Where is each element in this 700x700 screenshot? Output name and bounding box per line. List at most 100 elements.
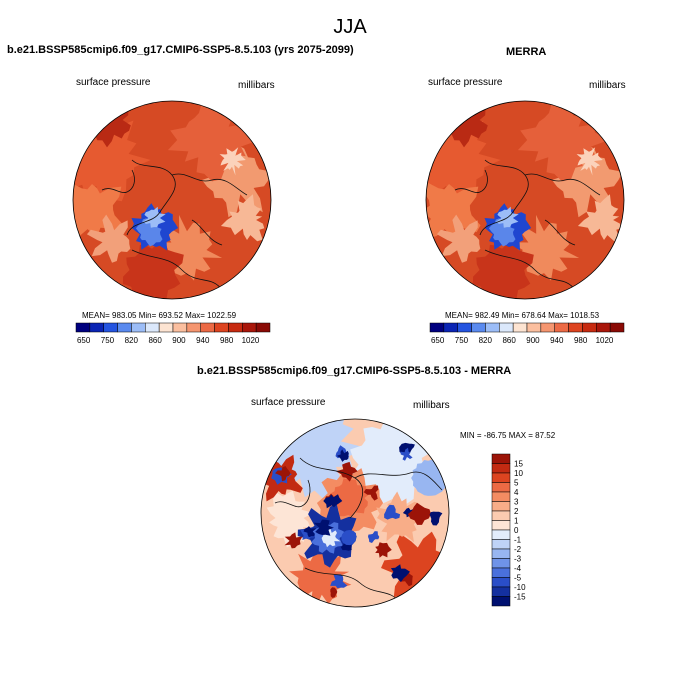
coastline (126, 159, 176, 236)
panel-model-variable: surface pressure (76, 77, 151, 88)
model-colorbar-swatch (158, 322, 174, 333)
model-colorbar-swatch (214, 322, 229, 333)
terrain-noise-patch (368, 531, 380, 543)
pressure-region (122, 242, 184, 299)
coastline (274, 479, 311, 508)
terrain-noise-patch (323, 494, 343, 509)
merra-colorbar-tick-label: 900 (526, 336, 540, 345)
coastline (171, 173, 248, 196)
terrain-noise-patch (341, 530, 357, 546)
terrain-noise-patch (384, 504, 401, 520)
pressure-region (517, 101, 609, 182)
model-colorbar-swatch (172, 322, 188, 333)
merra-colorbar-swatch (485, 322, 500, 333)
diff-colorbar-tick-label: -2 (514, 545, 522, 554)
diff-colorbar-tick-label: -15 (514, 593, 526, 602)
panel-diff-title: b.e21.BSSP585cmip6.f09_g17.CMIP6-SSP5-8.… (197, 365, 512, 377)
model-colorbar-swatch (242, 322, 257, 333)
panel-diff-map (260, 418, 450, 608)
terrain-noise-patch (335, 461, 358, 482)
diff-colorbar-tick-label: -3 (514, 555, 522, 564)
merra-colorbar-swatch (499, 322, 514, 333)
panel-model-stats: MEAN= 983.05 Min= 693.52 Max= 1022.59 (82, 311, 237, 320)
coastline (101, 169, 135, 193)
terrain-noise-patch (284, 532, 303, 549)
panel-merra-map (425, 100, 625, 300)
diff-colorbar-tick-label: 5 (514, 479, 519, 488)
diff-colorbar-tick-label: -1 (514, 536, 522, 545)
panel-merra-colorbar: 650 750 820 860 900 940 980 1020 (429, 322, 625, 345)
model-colorbar-tick-label: 650 (77, 336, 91, 345)
terrain-noise-patch (363, 485, 379, 501)
panel-model-map (72, 100, 272, 300)
pressure-region (472, 242, 534, 299)
pressure-region (576, 147, 603, 176)
pressure-region (436, 214, 481, 263)
diff-colorbar-swatch (491, 539, 511, 550)
panel-merra-title: MERRA (506, 46, 547, 58)
difference-region (376, 491, 426, 543)
model-colorbar-swatch (75, 322, 91, 333)
model-colorbar-tick-label: 980 (220, 336, 234, 345)
diff-colorbar-tick-label: -4 (514, 564, 522, 573)
terrain-noise-patch (429, 511, 443, 526)
merra-colorbar-tick-label: 820 (479, 336, 493, 345)
model-colorbar-tick-label: 750 (101, 336, 115, 345)
merra-colorbar-swatch (526, 322, 542, 333)
model-colorbar-tick-label: 900 (172, 336, 186, 345)
map-border (72, 100, 272, 300)
diff-colorbar-swatch (491, 586, 511, 597)
merra-colorbar-swatch (582, 322, 597, 333)
terrain-noise-patch (400, 447, 413, 461)
model-colorbar-swatch (89, 322, 104, 333)
panel-diff-variable: surface pressure (251, 397, 326, 408)
merra-colorbar-tick-label: 750 (455, 336, 469, 345)
pressure-region (219, 147, 246, 176)
merra-colorbar-tick-label: 860 (502, 336, 516, 345)
coastline (304, 567, 401, 604)
model-colorbar-swatch (117, 322, 132, 333)
panel-diff-units: millibars (413, 400, 450, 411)
merra-colorbar-tick-label: 1020 (596, 336, 614, 345)
diff-colorbar-tick-label: 15 (514, 460, 523, 469)
merra-colorbar-swatch (443, 322, 458, 333)
merra-colorbar-swatch (471, 322, 486, 333)
diff-colorbar-tick-label: 4 (514, 488, 519, 497)
terrain-noise-patch (313, 519, 334, 536)
model-colorbar-tick-label: 940 (196, 336, 210, 345)
diff-colorbar-swatch (491, 463, 511, 474)
diff-colorbar-tick-label: -5 (514, 574, 522, 583)
diff-colorbar-swatch (491, 548, 511, 559)
coastline (299, 457, 364, 519)
pressure-region (220, 194, 265, 242)
terrain-noise-patch (330, 587, 338, 598)
model-colorbar-swatch (103, 322, 118, 333)
panel-model-title: b.e21.BSSP585cmip6.f09_g17.CMIP6-SSP5-8.… (7, 44, 354, 56)
diff-colorbar-tick-label: 10 (514, 469, 523, 478)
merra-colorbar-swatch (554, 322, 569, 333)
map-border (260, 418, 450, 608)
diff-colorbar-swatch (491, 472, 511, 483)
pressure-region (426, 182, 481, 240)
terrain-noise-patch (390, 564, 410, 583)
merra-colorbar-swatch (540, 322, 555, 333)
diff-colorbar-tick-label: 3 (514, 498, 519, 507)
terrain-noise-patch (336, 449, 349, 462)
map-border (425, 100, 625, 300)
diff-colorbar-swatch (491, 529, 511, 540)
merra-colorbar-tick-label: 980 (574, 336, 588, 345)
diff-colorbar-tick-label: 0 (514, 526, 519, 535)
panel-diff-stats: MIN = -86.75 MAX = 87.52 (460, 431, 556, 440)
merra-colorbar-swatch (609, 322, 625, 333)
model-colorbar-swatch (228, 322, 243, 333)
diff-colorbar-tick-label: 1 (514, 517, 519, 526)
panel-model-colorbar: 650 750 820 860 900 940 980 1020 (75, 322, 271, 345)
coastline (484, 249, 576, 291)
panel-merra-stats: MEAN= 982.49 Min= 678.64 Max= 1018.53 (445, 311, 600, 320)
diff-colorbar-swatch (491, 577, 511, 588)
panel-merra-variable: surface pressure (428, 77, 503, 88)
terrain-noise-patch (303, 526, 317, 538)
merra-colorbar-tick-label: 940 (550, 336, 564, 345)
figure-title: JJA (333, 16, 367, 38)
